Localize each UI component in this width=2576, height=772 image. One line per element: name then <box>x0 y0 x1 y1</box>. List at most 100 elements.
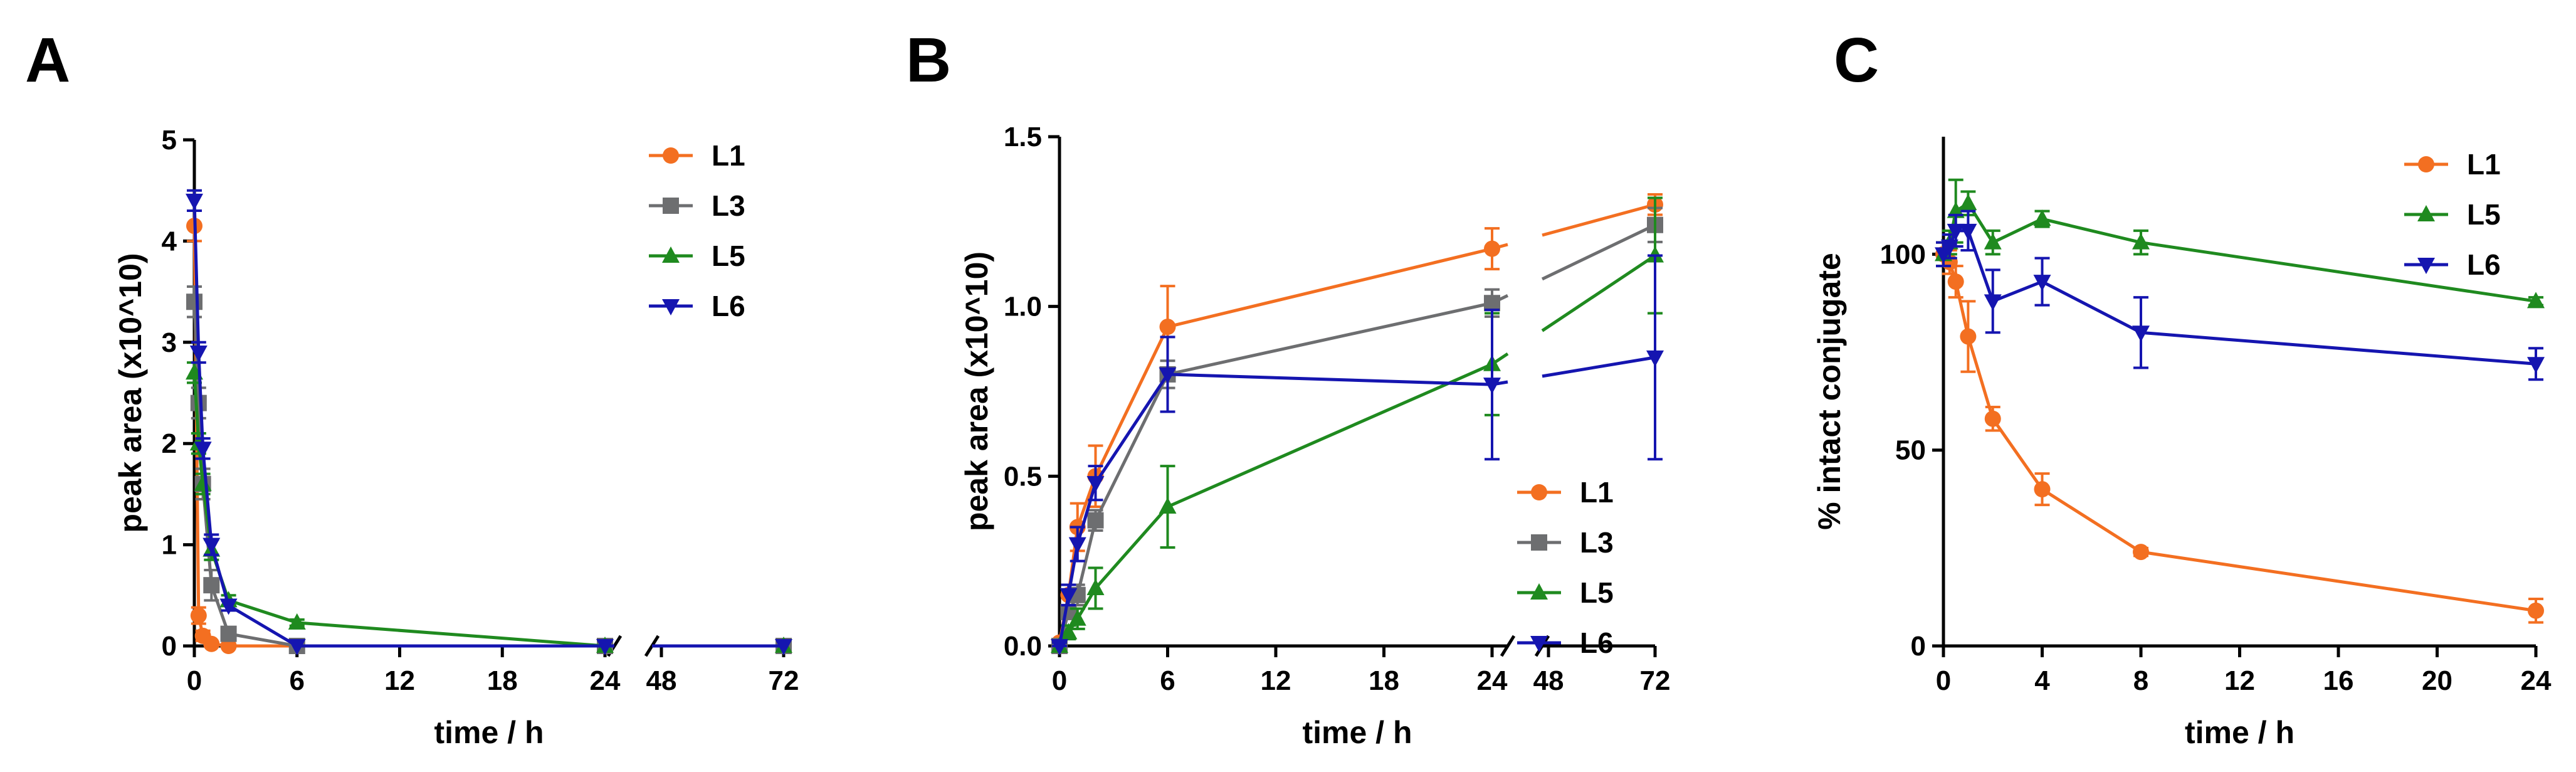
data-point <box>1959 194 1977 211</box>
data-point <box>2527 357 2545 374</box>
series-line <box>1541 223 1656 281</box>
series-line <box>1541 254 1656 332</box>
x-tick-label: 24 <box>590 665 621 696</box>
x-axis-title: time / h <box>434 715 544 750</box>
legend-item-l5: L5 <box>649 240 745 272</box>
data-point <box>1159 497 1177 514</box>
data-point <box>203 635 220 652</box>
legend-item-l6: L6 <box>2404 248 2501 281</box>
data-point <box>1646 350 1664 367</box>
data-point <box>189 345 208 362</box>
series-l6 <box>1935 209 2545 381</box>
legend: L1 L5 L6 <box>2404 148 2501 281</box>
x-tick-label: 48 <box>646 665 677 696</box>
panel-letter: A <box>25 25 70 95</box>
legend-label: L5 <box>2467 198 2501 231</box>
y-tick-label: 0.5 <box>1004 461 1042 492</box>
series-line <box>1942 229 2537 366</box>
legend-item-l1: L1 <box>1517 476 1614 509</box>
legend-marker <box>662 246 680 263</box>
y-tick-label: 5 <box>162 125 177 156</box>
legend-marker <box>2417 258 2435 274</box>
data-point <box>288 613 306 630</box>
series-line <box>192 373 606 648</box>
series-l6 <box>186 189 792 655</box>
x-tick-label: 48 <box>1533 665 1564 696</box>
x-tick-label: 24 <box>2521 665 2552 696</box>
legend-item-l3: L3 <box>649 189 745 222</box>
legend-marker <box>1530 583 1548 600</box>
data-point <box>1984 294 2002 311</box>
legend-item-l6: L6 <box>649 290 745 322</box>
data-point <box>1960 328 1977 345</box>
legend-marker <box>2417 205 2435 221</box>
data-point <box>2034 481 2051 498</box>
data-point <box>190 394 207 411</box>
x-tick-label: 12 <box>384 665 415 696</box>
data-point <box>1984 233 2002 250</box>
legend-marker <box>1531 484 1547 500</box>
y-tick-label: 50 <box>1895 435 1926 466</box>
data-point <box>203 577 220 594</box>
series-line <box>1542 203 1656 237</box>
x-axis-title: time / h <box>1302 715 1412 750</box>
series-line <box>1058 362 1493 647</box>
data-point <box>1051 639 1068 655</box>
y-tick-label: 4 <box>162 226 177 256</box>
legend-label: L6 <box>2467 248 2501 281</box>
series-line <box>1942 253 2537 613</box>
x-tick-label: 72 <box>769 665 799 696</box>
legend: L1 L3 L5 L6 <box>649 139 745 322</box>
y-tick-label: 1.5 <box>1004 122 1042 152</box>
legend-marker <box>662 299 680 315</box>
data-point <box>1086 578 1105 595</box>
data-point <box>1947 223 1965 240</box>
x-tick-label: 8 <box>2133 665 2148 696</box>
data-point <box>1484 295 1500 312</box>
data-point <box>1959 223 1977 240</box>
legend-label: L3 <box>1580 526 1614 559</box>
panel-b: B 0.0 0.5 1.0 1.5 0 6 12 18 24 48 72 peak area (x10^… <box>906 25 1670 750</box>
x-tick-label: 20 <box>2422 665 2452 696</box>
y-tick-label: 1 <box>162 530 177 561</box>
panel-c: C 0 50 100 0 4 8 12 16 20 24 % intact conjugate time… <box>1812 25 2552 750</box>
legend-label: L5 <box>712 240 745 272</box>
y-tick-label: 0 <box>162 631 177 662</box>
data-point <box>219 598 238 615</box>
x-axis-title: time / h <box>2185 715 2295 750</box>
x-tick-label: 16 <box>2323 665 2354 696</box>
series-l5 <box>186 361 792 653</box>
series-l1 <box>186 209 792 654</box>
data-point <box>2033 209 2051 226</box>
x-tick-label: 0 <box>187 665 202 696</box>
series-l3 <box>1051 206 1663 654</box>
series-l6 <box>1051 254 1664 655</box>
panel-letter: C <box>1834 25 1879 95</box>
data-point <box>220 625 237 642</box>
panel-letter: B <box>906 25 951 95</box>
y-tick-label: 3 <box>162 327 177 358</box>
legend-item-l5: L5 <box>2404 198 2501 231</box>
x-tick-label: 4 <box>2034 665 2050 696</box>
series-line <box>1058 373 1493 647</box>
x-tick-label: 0 <box>1936 665 1951 696</box>
data-point <box>194 442 212 458</box>
x-tick-label: 24 <box>1477 665 1508 696</box>
legend-marker <box>663 198 679 214</box>
series-line <box>1542 356 1656 378</box>
data-point <box>186 193 203 210</box>
legend-marker <box>663 147 679 164</box>
x-tick-label: 72 <box>1640 665 1671 696</box>
data-point <box>1984 410 2001 427</box>
legend-item-l6: L6 <box>1517 627 1614 659</box>
data-point <box>1068 537 1086 554</box>
x-tick-label: 6 <box>290 665 305 696</box>
legend-item-l3: L3 <box>1517 526 1614 559</box>
data-point <box>1059 623 1078 640</box>
legend-label: L3 <box>712 189 745 222</box>
x-tick-label: 18 <box>1369 665 1399 696</box>
legend-label: L1 <box>712 139 745 172</box>
legend-label: L1 <box>2467 148 2501 181</box>
series-l3 <box>186 285 792 654</box>
